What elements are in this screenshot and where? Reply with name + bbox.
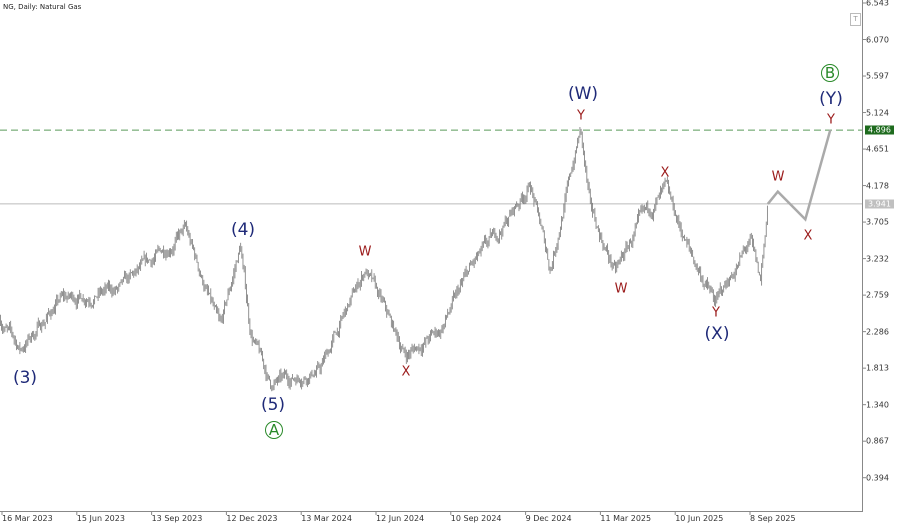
x-tick-label: 15 Jun 2023	[76, 514, 125, 523]
wave-label-X: (X)	[704, 324, 730, 344]
wave-label-B: B	[821, 64, 839, 82]
x-tick-label: 9 Dec 2024	[525, 514, 572, 523]
wave-label-3: (3)	[12, 368, 38, 388]
trade-toggle-button[interactable]: T	[850, 13, 861, 26]
x-tick-label: 10 Sep 2024	[450, 514, 502, 523]
y-tick-label: 2.286	[866, 327, 889, 337]
y-tick-label: 1.340	[866, 400, 889, 410]
minor-label-w: W	[614, 281, 628, 297]
minor-label-x: X	[660, 165, 670, 181]
y-tick-label: 1.813	[866, 363, 889, 373]
y-tick-label: 6.070	[866, 35, 889, 44]
x-tick-label: 12 Jun 2024	[376, 514, 425, 523]
x-tick-label: 13 Mar 2024	[301, 514, 352, 523]
y-tick-label: 0.394	[866, 473, 889, 483]
y-tick-label: 3.705	[866, 217, 889, 227]
y-tick-label: 6.543	[866, 0, 889, 8]
chart-title: NG, Daily: Natural Gas	[3, 3, 82, 11]
y-tick-label: 4.651	[866, 144, 889, 154]
x-tick-label: 8 Sep 2025	[750, 514, 796, 523]
minor-label-w: W	[771, 169, 785, 185]
x-tick-label: 10 Jun 2025	[675, 514, 724, 523]
wave-label-4: (4)	[230, 220, 256, 240]
price-level-tag: 4.896	[865, 125, 894, 135]
y-tick-label: 2.759	[866, 290, 889, 300]
y-tick-label: 4.178	[866, 181, 889, 191]
minor-label-x: X	[803, 228, 813, 244]
wave-label-A: A	[265, 421, 283, 439]
chart-frame	[0, 0, 863, 512]
wave-label-5: (5)	[260, 395, 286, 415]
y-tick-label: 5.597	[866, 71, 889, 81]
y-tick-label: 3.232	[866, 254, 889, 264]
y-tick-label: 0.867	[866, 436, 889, 446]
wave-label-Y: (Y)	[819, 89, 843, 109]
minor-label-w: W	[358, 244, 372, 260]
x-tick-label: 13 Sep 2023	[151, 514, 203, 523]
x-tick-label: 11 Mar 2025	[600, 514, 652, 523]
wave-label-W: (W)	[567, 84, 599, 104]
minor-label-x: X	[401, 364, 411, 380]
forecast-path	[766, 129, 832, 222]
minor-label-y: Y	[577, 108, 585, 124]
x-tick-label: 12 Dec 2023	[226, 514, 278, 523]
minor-label-y: Y	[827, 112, 835, 128]
minor-label-y: Y	[712, 305, 720, 321]
y-tick-label: 5.124	[866, 108, 889, 118]
price-level-tag: 3.941	[865, 199, 894, 209]
x-tick-label: 16 Mar 2023	[2, 514, 53, 523]
